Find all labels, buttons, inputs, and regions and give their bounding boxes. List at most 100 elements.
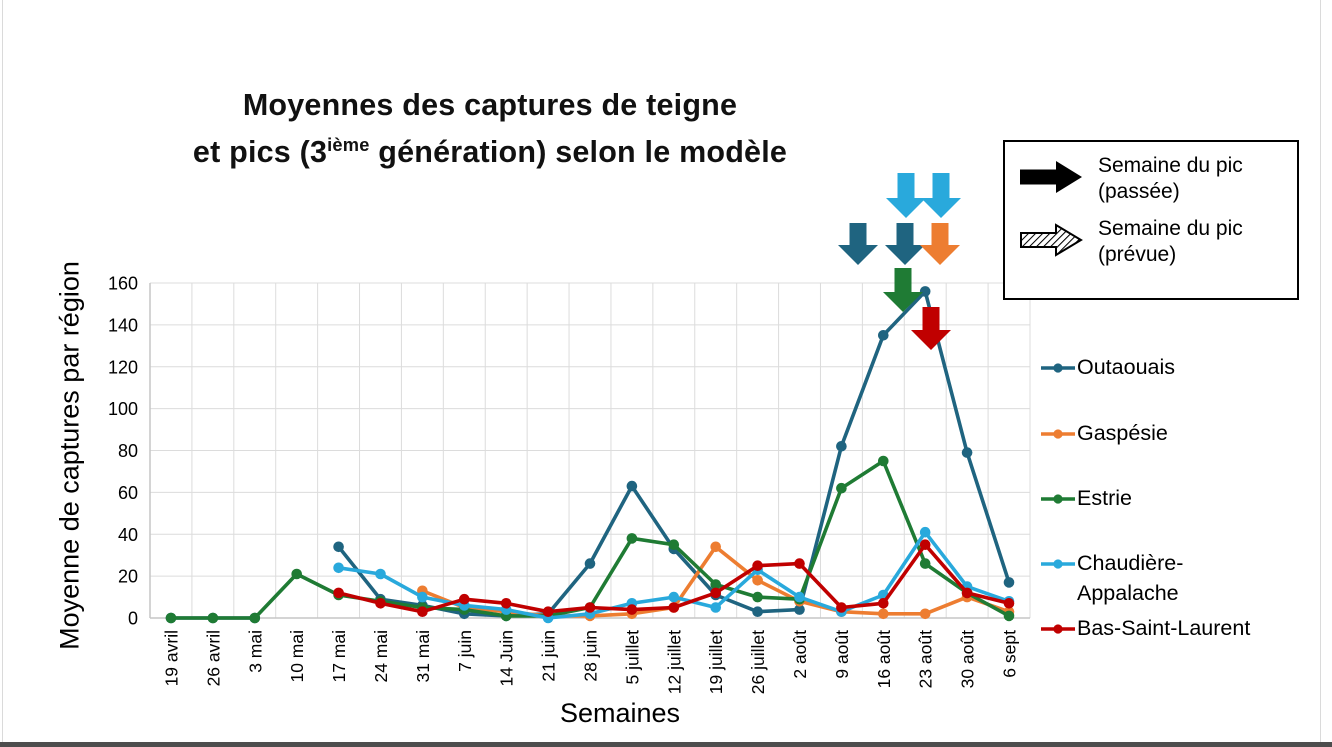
y-tick-label: 160 [108,274,138,294]
title-superscript: ième [327,134,370,156]
series-marker-4 [961,587,973,599]
bottom-edge-bar [0,742,1332,747]
series-marker-2 [919,558,931,569]
x-tick-label: 6 sept [1000,630,1020,678]
x-tick-label: 26 avril [203,630,223,686]
legend-series-marker-icon [1041,559,1075,569]
peak-legend-label-line: Semaine du pic [1098,154,1243,177]
y-tick-label: 100 [108,399,138,419]
peak-legend-item-forecast: Semaine du pic (prévue) [1020,216,1291,268]
series-marker-3 [710,602,721,613]
series-marker-3 [919,526,931,538]
series-marker-2 [836,482,847,494]
x-tick-label: 14 Juin [497,630,517,686]
series-marker-4 [542,606,554,617]
series-marker-1 [710,541,721,553]
series-marker-1 [878,608,889,620]
x-tick-label: 23 août [916,630,936,689]
peak-legend-item-past: Semaine du pic (passée) [1020,153,1291,205]
chart-title-line1: Moyennes des captures de teigne [242,88,738,122]
series-marker-2 [249,612,261,624]
series-marker-4 [626,604,638,615]
x-tick-label: 5 juillet [622,630,642,685]
left-edge-line [2,0,3,742]
series-marker-0 [836,441,847,452]
series-marker-2 [207,612,219,624]
x-tick-label: 30 août [958,630,978,689]
legend-label: Bas-Saint-Laurent [1077,613,1250,643]
legend-item-3: Chaudière- Appalache [1040,548,1183,608]
series-marker-3 [333,562,344,574]
series-marker-3 [668,591,680,603]
legend-label: Chaudière- Appalache [1077,548,1183,608]
series-marker-0 [919,286,931,297]
series-marker-3 [375,568,386,580]
legend-label-line: Appalache [1077,581,1179,605]
series-marker-0 [1003,577,1015,588]
series-marker-2 [626,533,638,544]
y-axis-title: Moyenne de captures par région [54,261,85,650]
x-tick-label: 10 mai [287,630,307,683]
series-marker-2 [165,612,177,624]
legend-label: Outaouais [1077,352,1175,382]
y-tick-label: 80 [118,441,138,461]
series-marker-4 [668,602,680,613]
series-marker-1 [919,608,931,620]
legend-series-marker-icon [1041,363,1075,373]
x-tick-label: 26 juillet [748,630,768,694]
series-marker-4 [919,539,931,550]
legend-series-marker-icon [1041,624,1075,634]
series-marker-2 [291,568,303,580]
legend-series-marker-icon [1041,429,1075,439]
legend-label: Estrie [1077,483,1132,513]
series-marker-0 [626,480,638,492]
x-axis-title: Semaines [559,698,681,728]
peak-week-arrow-icon [838,223,878,265]
series-marker-4 [752,560,763,571]
peak-week-arrow-icon [911,307,951,350]
series-marker-2 [752,591,763,603]
series-marker-1 [752,575,763,586]
peak-week-arrow-icon [920,223,960,265]
x-tick-label: 19 avril [161,630,181,686]
x-tick-label: 16 août [874,630,894,689]
series-marker-0 [961,447,973,458]
x-tick-label: 24 mai [371,630,391,683]
x-tick-label: 3 mai [245,630,265,673]
peak-legend-label: Semaine du pic (prévue) [1098,216,1243,268]
series-marker-4 [500,598,512,609]
peak-legend-box: Semaine du pic (passée) Semaine du pic (… [1003,140,1299,300]
series-marker-4 [417,606,428,617]
legend-series-marker-icon [1041,494,1075,504]
legend-label-line: Gaspésie [1077,421,1168,445]
x-tick-label: 7 juin [455,630,475,672]
x-tick-label: 28 juin [581,630,601,682]
chart-title-line2: et pics (3ième génération) selon le modè… [192,134,788,170]
series-marker-2 [710,579,721,590]
y-tick-label: 140 [108,315,138,335]
series-marker-4 [1003,598,1015,609]
x-tick-label: 21 juin [539,630,559,682]
x-tick-label: 9 août [832,630,852,679]
series-marker-3 [417,591,428,603]
right-edge-line [1320,0,1321,742]
legend-item-4: Bas-Saint-Laurent [1040,613,1250,644]
legend-item-0: Outaouais [1040,352,1175,383]
y-tick-label: 60 [118,483,138,503]
y-tick-label: 20 [118,567,138,587]
series-marker-4 [878,598,889,609]
series-marker-0 [878,330,889,341]
legend-item-1: Gaspésie [1040,418,1168,449]
legend-item-2: Estrie [1040,483,1132,514]
legend-label-line: Chaudière- [1077,551,1184,575]
series-legend: Outaouais Gaspésie Estrie Chaudière- Appalac… [1040,0,1325,747]
x-tick-label: 17 mai [329,630,349,683]
peak-week-arrow-icon [886,173,926,218]
series-marker-4 [794,558,805,569]
x-tick-label: 31 mai [413,630,433,683]
series-marker-2 [668,539,680,550]
x-tick-label: 19 juillet [706,630,726,694]
x-tick-label: 12 juillet [664,630,684,694]
solid-right-arrow-icon [1020,157,1084,202]
